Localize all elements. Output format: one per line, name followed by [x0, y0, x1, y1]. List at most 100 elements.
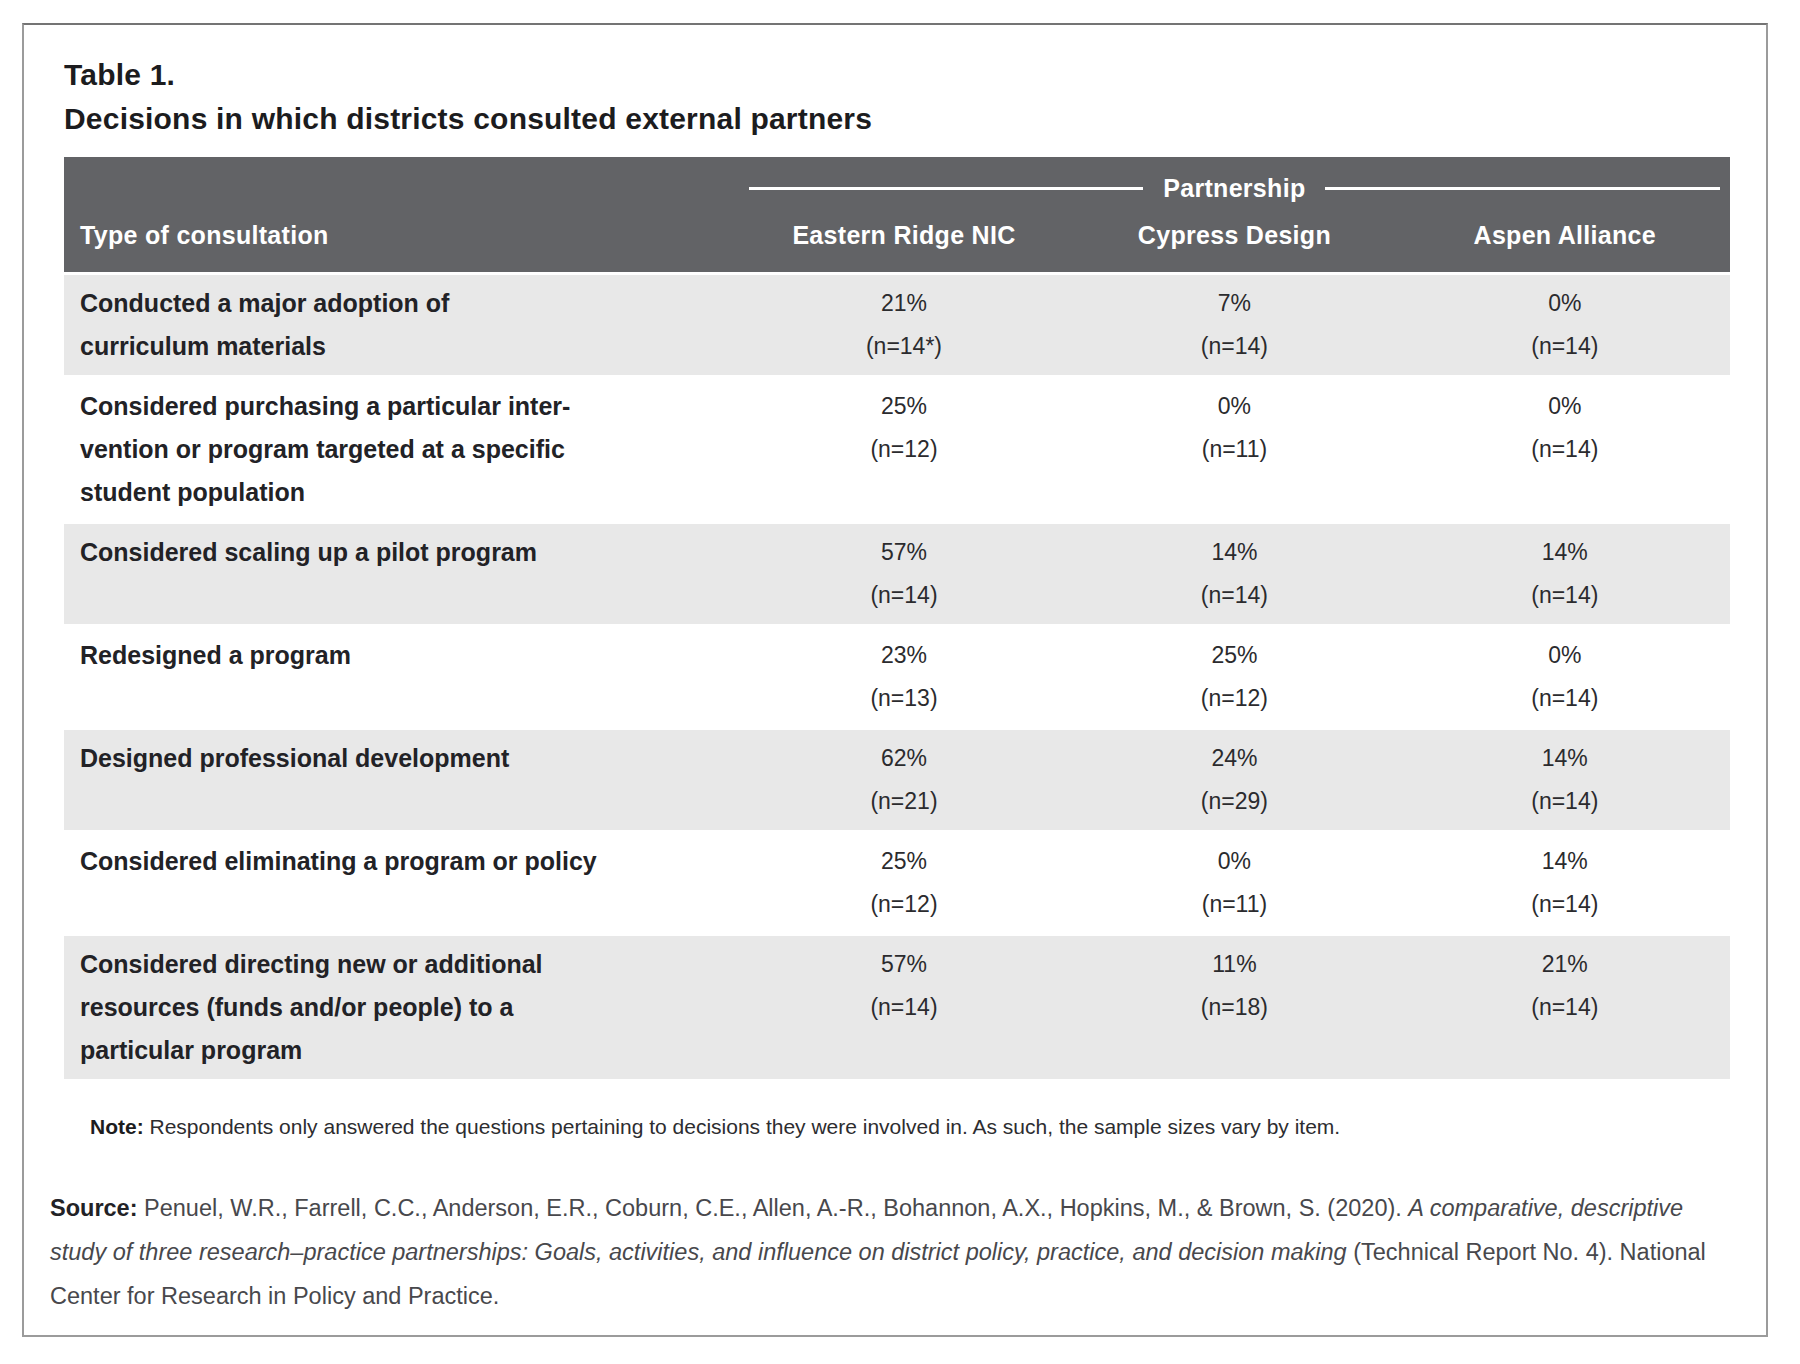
- table-row: Considered directing new or additional r…: [64, 936, 1730, 1082]
- sample-size: (n=29): [1069, 780, 1399, 823]
- table-row: Conducted a major adoption of curriculum…: [64, 275, 1730, 378]
- table-header: Partnership Type of consultation Eastern…: [64, 157, 1730, 275]
- value-cell: 57%(n=14): [739, 943, 1070, 1072]
- table-body: Conducted a major adoption of curriculum…: [64, 275, 1730, 1082]
- consultation-type-cell: Considered eliminating a program or poli…: [64, 840, 739, 926]
- column-header-aspen-alliance: Aspen Alliance: [1400, 219, 1730, 251]
- sample-size: (n=14): [1400, 325, 1730, 368]
- sample-size: (n=14): [739, 574, 1070, 617]
- value-cell: 24%(n=29): [1069, 737, 1399, 823]
- percent-value: 11%: [1069, 943, 1399, 986]
- value-cell: 0%(n=14): [1400, 634, 1730, 720]
- percent-value: 14%: [1400, 531, 1730, 574]
- sample-size: (n=14): [1400, 428, 1730, 471]
- group-header-rule-right: [1325, 187, 1720, 190]
- percent-value: 14%: [1400, 737, 1730, 780]
- value-cell: 14%(n=14): [1400, 840, 1730, 926]
- percent-value: 25%: [1069, 634, 1399, 677]
- percent-value: 21%: [1400, 943, 1730, 986]
- percent-value: 14%: [1069, 531, 1399, 574]
- consultation-type-cell: Considered scaling up a pilot program: [64, 531, 739, 617]
- value-cell: 25%(n=12): [739, 840, 1070, 926]
- sample-size: (n=21): [739, 780, 1070, 823]
- group-header-spacer: [64, 174, 739, 203]
- value-cell: 25%(n=12): [1069, 634, 1399, 720]
- group-header-label: Partnership: [1163, 174, 1305, 203]
- sample-size: (n=14): [1069, 325, 1399, 368]
- sample-size: (n=14): [1400, 574, 1730, 617]
- percent-value: 0%: [1400, 282, 1730, 325]
- sample-size: (n=11): [1069, 883, 1399, 926]
- table-row: Considered scaling up a pilot program 57…: [64, 524, 1730, 627]
- value-cell: 0%(n=14): [1400, 385, 1730, 514]
- table-number: Table 1.: [64, 53, 1726, 97]
- value-cell: 57%(n=14): [739, 531, 1070, 617]
- value-cell: 21%(n=14*): [739, 282, 1070, 368]
- group-header-row: Partnership: [64, 174, 1730, 203]
- sample-size: (n=12): [739, 883, 1070, 926]
- value-cell: 25%(n=12): [739, 385, 1070, 514]
- partnership-group-header: Partnership: [739, 174, 1730, 203]
- source-citation: Source: Penuel, W.R., Farrell, C.C., And…: [50, 1186, 1726, 1318]
- table-row: Considered eliminating a program or poli…: [64, 833, 1730, 936]
- value-cell: 21%(n=14): [1400, 943, 1730, 1072]
- value-cell: 14%(n=14): [1400, 531, 1730, 617]
- sample-size: (n=14): [1069, 574, 1399, 617]
- table-row: Redesigned a program 23%(n=13) 25%(n=12)…: [64, 627, 1730, 730]
- sample-size: (n=14): [1400, 883, 1730, 926]
- percent-value: 25%: [739, 840, 1070, 883]
- source-authors: Penuel, W.R., Farrell, C.C., Anderson, E…: [138, 1195, 1409, 1221]
- consultation-type-cell: Designed professional development: [64, 737, 739, 823]
- percent-value: 25%: [739, 385, 1070, 428]
- percent-value: 23%: [739, 634, 1070, 677]
- column-header-eastern-ridge: Eastern Ridge NIC: [739, 219, 1070, 251]
- value-cell: 62%(n=21): [739, 737, 1070, 823]
- column-header-row: Type of consultation Eastern Ridge NIC C…: [64, 219, 1730, 251]
- value-cell: 0%(n=11): [1069, 385, 1399, 514]
- table-card: Table 1. Decisions in which districts co…: [22, 23, 1768, 1337]
- percent-value: 0%: [1069, 385, 1399, 428]
- sample-size: (n=14): [739, 986, 1070, 1029]
- data-table: Partnership Type of consultation Eastern…: [64, 157, 1730, 1082]
- value-cell: 0%(n=14): [1400, 282, 1730, 368]
- value-cell: 0%(n=11): [1069, 840, 1399, 926]
- sample-size: (n=12): [1069, 677, 1399, 720]
- note-label: Note:: [90, 1115, 144, 1138]
- table-row: Designed professional development 62%(n=…: [64, 730, 1730, 833]
- table-row: Considered purchasing a particular inter…: [64, 378, 1730, 524]
- sample-size: (n=11): [1069, 428, 1399, 471]
- sample-size: (n=18): [1069, 986, 1399, 1029]
- value-cell: 7%(n=14): [1069, 282, 1399, 368]
- percent-value: 0%: [1069, 840, 1399, 883]
- sample-size: (n=13): [739, 677, 1070, 720]
- sample-size: (n=12): [739, 428, 1070, 471]
- table-note: Note: Respondents only answered the ques…: [90, 1112, 1726, 1142]
- sample-size: (n=14*): [739, 325, 1070, 368]
- percent-value: 21%: [739, 282, 1070, 325]
- consultation-type-cell: Conducted a major adoption of curriculum…: [64, 282, 739, 368]
- column-header-cypress-design: Cypress Design: [1069, 219, 1399, 251]
- consultation-type-cell: Considered directing new or additional r…: [64, 943, 739, 1072]
- percent-value: 24%: [1069, 737, 1399, 780]
- percent-value: 7%: [1069, 282, 1399, 325]
- percent-value: 14%: [1400, 840, 1730, 883]
- source-label: Source:: [50, 1195, 138, 1221]
- column-header-type: Type of consultation: [64, 219, 739, 251]
- value-cell: 14%(n=14): [1069, 531, 1399, 617]
- percent-value: 0%: [1400, 634, 1730, 677]
- percent-value: 0%: [1400, 385, 1730, 428]
- sample-size: (n=14): [1400, 780, 1730, 823]
- value-cell: 23%(n=13): [739, 634, 1070, 720]
- consultation-type-cell: Considered purchasing a particular inter…: [64, 385, 739, 514]
- table-caption: Decisions in which districts consulted e…: [64, 97, 1726, 141]
- percent-value: 62%: [739, 737, 1070, 780]
- sample-size: (n=14): [1400, 677, 1730, 720]
- note-text: Respondents only answered the questions …: [144, 1115, 1340, 1138]
- value-cell: 14%(n=14): [1400, 737, 1730, 823]
- consultation-type-cell: Redesigned a program: [64, 634, 739, 720]
- percent-value: 57%: [739, 943, 1070, 986]
- percent-value: 57%: [739, 531, 1070, 574]
- value-cell: 11%(n=18): [1069, 943, 1399, 1072]
- table-title-block: Table 1. Decisions in which districts co…: [64, 53, 1726, 141]
- group-header-rule-left: [749, 187, 1144, 190]
